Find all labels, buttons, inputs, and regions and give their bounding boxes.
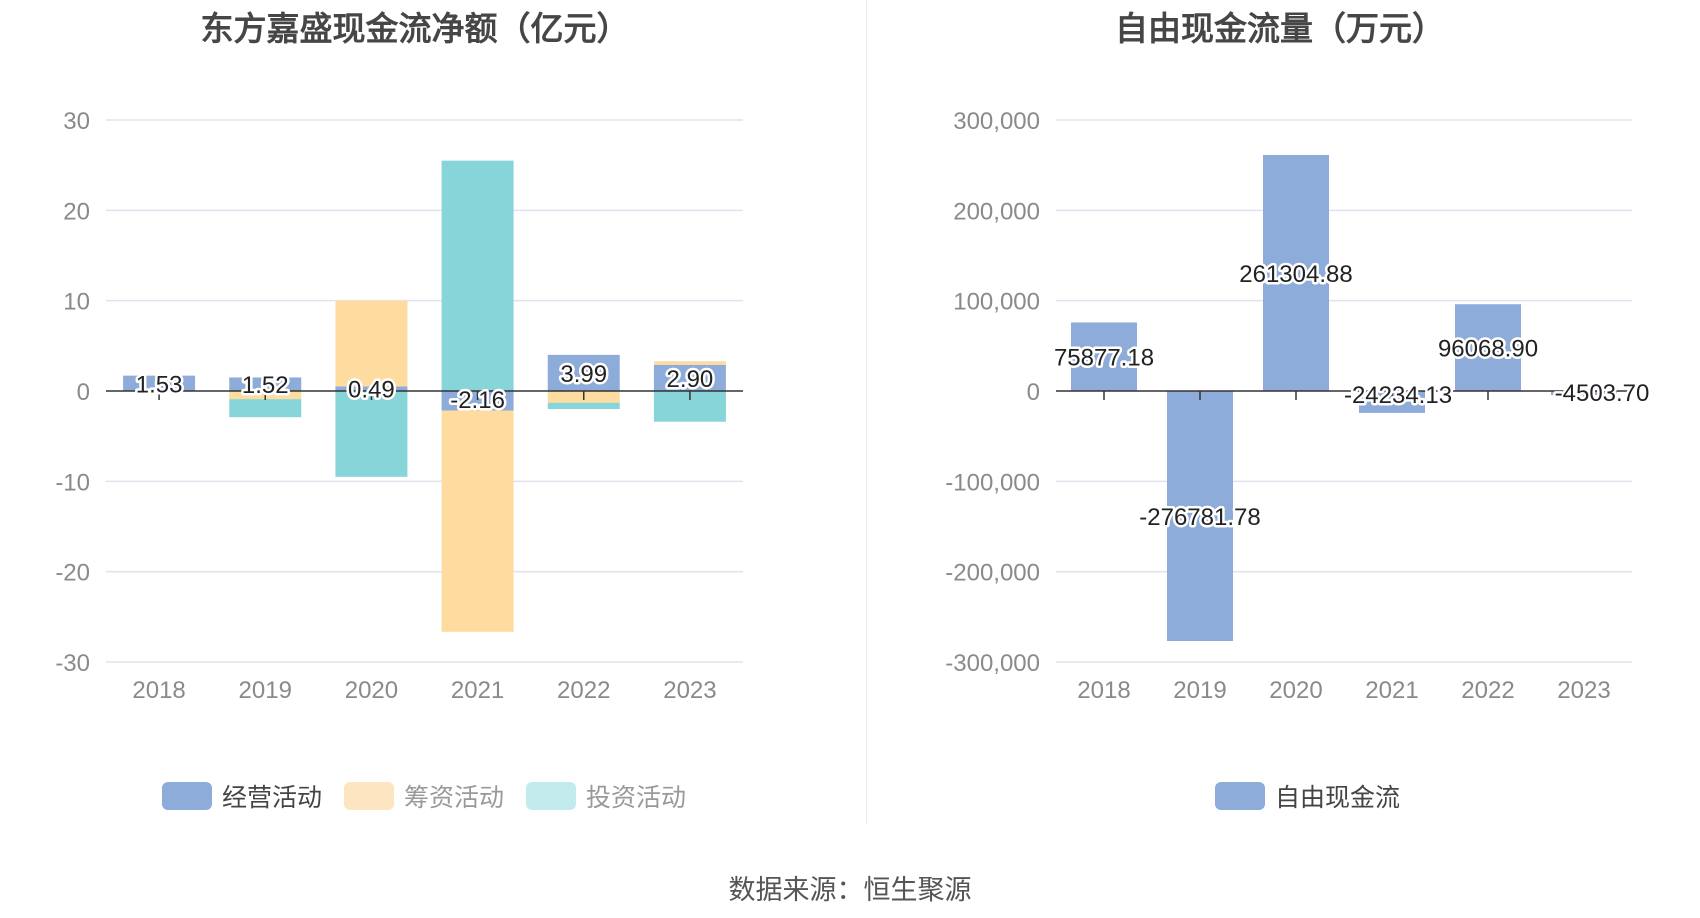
legend-label-fcf: 自由现金流	[1275, 783, 1401, 812]
y-tick-label: -100,000	[945, 469, 1040, 496]
bar	[653, 364, 726, 391]
x-tick-label: 2022	[557, 677, 610, 704]
legend-item-investing[interactable]: 投资活动	[526, 778, 686, 814]
bar	[1359, 391, 1425, 413]
data-label: -276781.78	[1139, 504, 1260, 531]
legend-swatch-investing	[526, 782, 577, 810]
y-tick-label: -30	[55, 650, 90, 677]
left-chart-title: 东方嘉盛现金流净额（亿元）	[200, 9, 630, 48]
bar	[1263, 154, 1329, 391]
x-tick-label: 2018	[1077, 677, 1130, 704]
data-label: -4503.70	[1555, 380, 1650, 407]
bar	[1071, 322, 1137, 391]
legend-item-operating[interactable]: 经营活动	[162, 778, 322, 814]
x-tick-label: 2022	[1461, 677, 1514, 704]
y-tick-label: -20	[55, 560, 90, 587]
legend-swatch-financing	[344, 782, 395, 810]
bar	[229, 399, 302, 418]
y-tick-label: 10	[63, 289, 90, 316]
right-chart: 300,000 200,000 100,000 0 -100,000 -200,000 -3…	[945, 108, 1652, 704]
bar	[441, 391, 514, 411]
data-label: 75877.18	[1054, 345, 1154, 372]
y-tick-label: 0	[77, 379, 90, 406]
x-tick-label: 2018	[132, 677, 185, 704]
legend-label-operating: 经营活动	[222, 783, 323, 812]
bar	[123, 375, 196, 391]
data-label: -24234.13	[1344, 382, 1452, 409]
legend-item-fcf[interactable]: 自由现金流	[1215, 778, 1400, 814]
data-label: 2.90	[667, 366, 714, 393]
legend-swatch-fcf	[1215, 782, 1265, 810]
y-tick-label: 30	[63, 108, 90, 135]
data-label: 96068.90	[1438, 336, 1538, 363]
y-tick-label: -10	[55, 469, 90, 496]
right-chart-title: 自由现金流量（万元）	[1115, 9, 1445, 48]
x-tick-label: 2020	[345, 677, 398, 704]
bar	[547, 402, 620, 410]
bar	[441, 410, 514, 632]
bar	[1455, 304, 1521, 391]
bar	[653, 361, 726, 365]
y-tick-label: 0	[1027, 379, 1040, 406]
x-tick-label: 2021	[1365, 677, 1418, 704]
x-tick-label: 2021	[451, 677, 504, 704]
left-legend: 经营活动 筹资活动 投资活动	[162, 778, 708, 814]
right-legend: 自由现金流	[1215, 778, 1422, 814]
y-tick-label: 100,000	[953, 289, 1040, 316]
y-tick-label: 300,000	[953, 108, 1040, 135]
legend-item-financing[interactable]: 筹资活动	[344, 778, 504, 814]
data-label: 261304.88	[1239, 261, 1352, 288]
bar	[229, 377, 302, 391]
x-tick-label: 2019	[239, 677, 292, 704]
bar	[335, 386, 408, 391]
x-tick-label: 2023	[663, 677, 716, 704]
x-tick-label: 2019	[1173, 677, 1226, 704]
legend-swatch-operating	[162, 782, 212, 810]
panel-divider	[866, 0, 867, 825]
data-label: -2.16	[450, 387, 505, 414]
data-label: 0.49	[348, 377, 395, 404]
data-label: 1.52	[242, 372, 289, 399]
legend-label-financing: 筹资活动	[404, 783, 505, 812]
x-tick-label: 2023	[1557, 677, 1610, 704]
y-tick-label: -300,000	[945, 650, 1040, 677]
bar	[335, 391, 408, 477]
bar	[547, 354, 620, 391]
y-tick-label: 200,000	[953, 198, 1040, 225]
data-label: 3.99	[560, 361, 607, 388]
y-tick-label: 20	[63, 198, 90, 225]
source-note: 数据来源：恒生聚源	[728, 875, 972, 906]
left-chart: 30 20 10 0 -10 -20 -30 2018 2019 2020 2021 2022 2023…	[55, 108, 743, 704]
x-tick-label: 2020	[1269, 677, 1322, 704]
data-label: 1.53	[136, 371, 183, 398]
bar	[441, 160, 514, 391]
bar	[1167, 391, 1233, 642]
y-tick-label: -200,000	[945, 560, 1040, 587]
legend-label-investing: 投资活动	[586, 783, 687, 812]
bar	[335, 300, 408, 387]
